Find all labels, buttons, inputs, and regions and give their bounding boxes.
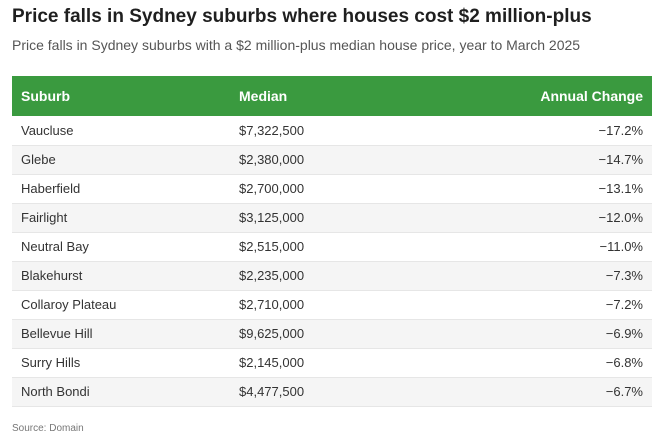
annual-change-cell: −14.7% xyxy=(400,145,652,175)
source-note: Source: Domain xyxy=(12,423,84,434)
table-row: North Bondi $4,477,500 −6.7% xyxy=(12,377,652,407)
column-header-median: Median xyxy=(239,88,288,104)
annual-change-cell: −7.3% xyxy=(400,261,652,291)
suburb-cell: Haberfield xyxy=(12,174,230,204)
table-row: Vaucluse $7,322,500 −17.2% xyxy=(12,116,652,146)
median-cell: $2,710,000 xyxy=(230,290,400,320)
median-cell: $2,515,000 xyxy=(230,232,400,262)
data-table: Suburb Median Annual Change Vaucluse $7,… xyxy=(12,76,652,407)
annual-change-cell: −6.8% xyxy=(400,348,652,378)
table-row: Blakehurst $2,235,000 −7.3% xyxy=(12,261,652,291)
suburb-cell: Glebe xyxy=(12,145,230,175)
table-row: Collaroy Plateau $2,710,000 −7.2% xyxy=(12,290,652,320)
median-cell: $3,125,000 xyxy=(230,203,400,233)
suburb-cell: Fairlight xyxy=(12,203,230,233)
chart-subtitle: Price falls in Sydney suburbs with a $2 … xyxy=(12,37,581,53)
median-cell: $2,145,000 xyxy=(230,348,400,378)
table-row: Glebe $2,380,000 −14.7% xyxy=(12,145,652,175)
suburb-cell: Collaroy Plateau xyxy=(12,290,230,320)
table-header-row: Suburb Median Annual Change xyxy=(12,76,652,116)
median-cell: $9,625,000 xyxy=(230,319,400,349)
median-cell: $7,322,500 xyxy=(230,116,400,146)
suburb-cell: Blakehurst xyxy=(12,261,230,291)
chart-title: Price falls in Sydney suburbs where hous… xyxy=(12,6,592,27)
suburb-cell: Vaucluse xyxy=(12,116,230,146)
annual-change-cell: −6.9% xyxy=(400,319,652,349)
annual-change-cell: −13.1% xyxy=(400,174,652,204)
suburb-cell: Surry Hills xyxy=(12,348,230,378)
median-cell: $4,477,500 xyxy=(230,377,400,407)
annual-change-cell: −6.7% xyxy=(400,377,652,407)
table-row: Neutral Bay $2,515,000 −11.0% xyxy=(12,232,652,262)
table-row: Haberfield $2,700,000 −13.1% xyxy=(12,174,652,204)
table-row: Bellevue Hill $9,625,000 −6.9% xyxy=(12,319,652,349)
suburb-cell: Neutral Bay xyxy=(12,232,230,262)
median-cell: $2,380,000 xyxy=(230,145,400,175)
table-row: Fairlight $3,125,000 −12.0% xyxy=(12,203,652,233)
median-cell: $2,700,000 xyxy=(230,174,400,204)
column-header-annual-change: Annual Change xyxy=(540,88,643,104)
median-cell: $2,235,000 xyxy=(230,261,400,291)
suburb-cell: Bellevue Hill xyxy=(12,319,230,349)
annual-change-cell: −11.0% xyxy=(400,232,652,262)
column-header-suburb: Suburb xyxy=(21,88,70,104)
annual-change-cell: −7.2% xyxy=(400,290,652,320)
suburb-cell: North Bondi xyxy=(12,377,230,407)
annual-change-cell: −17.2% xyxy=(400,116,652,146)
table-row: Surry Hills $2,145,000 −6.8% xyxy=(12,348,652,378)
annual-change-cell: −12.0% xyxy=(400,203,652,233)
table-body: Vaucluse $7,322,500 −17.2% Glebe $2,380,… xyxy=(12,116,652,407)
